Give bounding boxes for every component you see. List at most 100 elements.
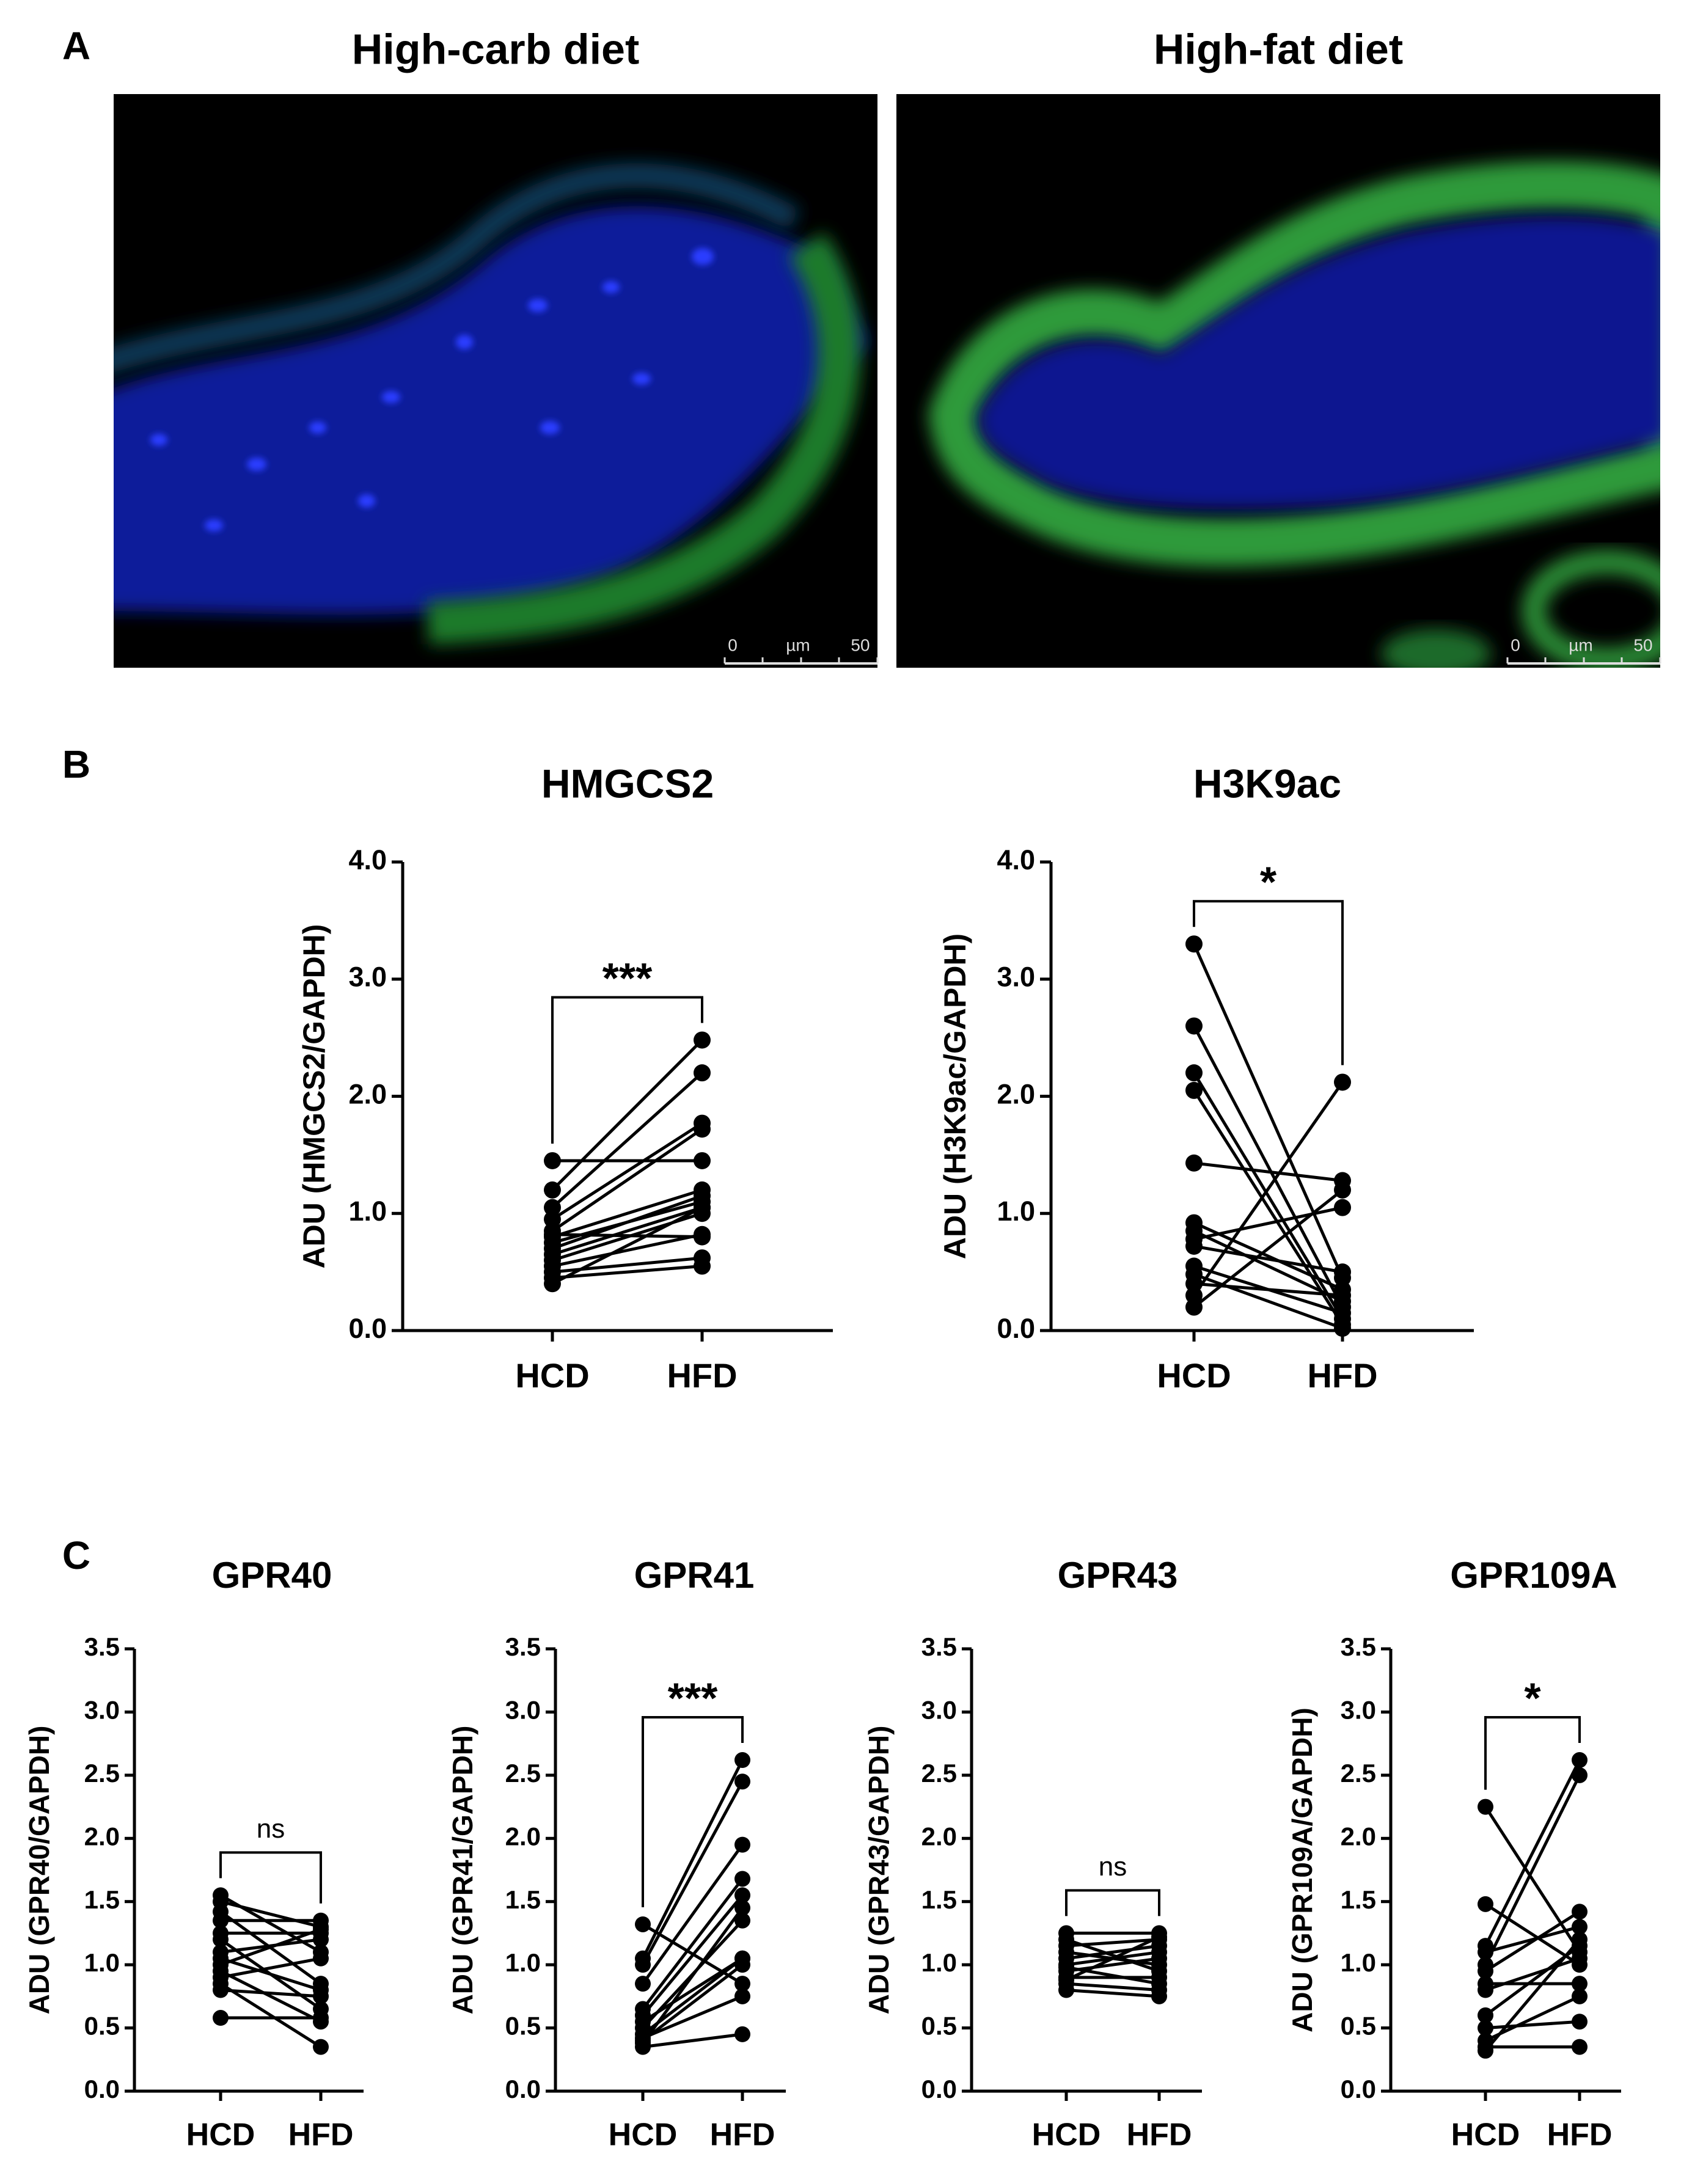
y-axis-label: ADU (GPR109A/GAPDH) (1286, 1707, 1318, 2032)
significance-bracket (1065, 1889, 1160, 1916)
chart-title: H3K9ac (1193, 761, 1341, 806)
significance-label: * (1524, 1675, 1541, 1722)
data-point (1478, 2042, 1493, 2059)
y-tick-label: 1.5 (921, 1885, 957, 1914)
data-point (734, 1752, 750, 1769)
data-point (213, 2010, 229, 2026)
y-tick-label: 0.5 (1341, 2012, 1376, 2040)
data-point (635, 2032, 651, 2049)
pair-line (1192, 1081, 1344, 1296)
data-point (1572, 2039, 1588, 2055)
data-point (1478, 1896, 1493, 1912)
y-tick-label: 3.0 (1341, 1696, 1376, 1725)
data-point (694, 1120, 711, 1138)
y-tick-label: 3.0 (997, 962, 1035, 993)
pair-line (1193, 1188, 1344, 1309)
y-axis-label: ADU (GPR43/GAPDH) (863, 1726, 895, 2015)
x-tick-label: HFD (1307, 1356, 1377, 1395)
pair-line (1066, 1989, 1160, 1998)
y-tick-label: 4.0 (348, 844, 387, 875)
data-point (734, 1900, 750, 1916)
y-tick-label: 0.5 (921, 2012, 957, 2040)
data-point (1334, 1073, 1351, 1091)
pair-line (1484, 1910, 1581, 1973)
pair-line (551, 1039, 703, 1191)
pair-line (220, 1989, 321, 1998)
chart-title: HMGCS2 (541, 761, 714, 806)
data-point (734, 1887, 750, 1904)
data-point (635, 1916, 651, 1932)
data-point (1572, 1904, 1588, 1920)
y-tick-label: 2.0 (505, 1822, 541, 1850)
data-point (694, 1257, 711, 1275)
data-point (313, 2039, 329, 2055)
pair-line (219, 1970, 322, 2023)
data-point (213, 1982, 229, 1998)
y-tick-label: 1.5 (505, 1885, 541, 1914)
pair-line (1485, 1925, 1580, 1954)
data-point (1185, 1064, 1203, 1082)
y-tick-label: 0.0 (348, 1313, 387, 1344)
significance-label: ns (257, 1814, 285, 1844)
y-tick-label: 2.5 (84, 1759, 120, 1788)
significance-bracket (642, 1716, 744, 1907)
y-axis-label: ADU (HMGCS2/GAPDH) (297, 924, 331, 1269)
y-tick-label: 0.0 (1341, 2075, 1376, 2103)
panel-label: B (62, 742, 90, 786)
data-point (1151, 1929, 1167, 1945)
pair-line (1193, 1244, 1343, 1274)
pair-line (642, 1995, 743, 2040)
pair-line (1193, 1229, 1344, 1303)
y-tick-label: 3.0 (348, 962, 387, 993)
data-point (734, 2026, 750, 2042)
pair-line (641, 1759, 744, 1959)
data-point (1572, 2014, 1588, 2030)
data-point (1185, 1081, 1203, 1099)
x-tick-label: HCD (515, 1356, 589, 1395)
x-tick-label: HCD (1032, 2117, 1101, 2153)
data-point (544, 1181, 561, 1199)
data-point (694, 1228, 711, 1246)
x-tick-label: HFD (667, 1356, 737, 1395)
y-tick-label: 1.0 (997, 1196, 1035, 1227)
pair-line (641, 1844, 744, 1985)
pair-line (1193, 1206, 1343, 1241)
y-tick-label: 0.5 (84, 2012, 120, 2040)
pair-line (641, 1781, 744, 1966)
pair-line (551, 1072, 703, 1209)
pair-line (551, 1206, 703, 1285)
panel-label: C (62, 1533, 90, 1577)
y-axis-label: ADU (H3K9ac/GAPDH) (938, 933, 972, 1259)
y-tick-label: 1.0 (348, 1196, 387, 1227)
pair-line (551, 1128, 703, 1233)
pair-line (1193, 1282, 1343, 1297)
y-tick-label: 1.0 (921, 1948, 957, 1977)
data-point (544, 1199, 561, 1216)
data-point (1478, 1799, 1493, 1815)
y-axis-label: ADU (GPR40/GAPDH) (23, 1726, 55, 2015)
data-point (1572, 1931, 1588, 1948)
data-point (1334, 1199, 1351, 1216)
data-point (635, 1957, 651, 1973)
y-tick-label: 2.5 (921, 1759, 957, 1788)
data-point (1572, 1767, 1588, 1783)
significance-label: ns (1099, 1852, 1127, 1882)
y-tick-label: 1.5 (1341, 1885, 1376, 1914)
y-tick-label: 2.5 (1341, 1759, 1376, 1788)
data-point (213, 1931, 229, 1948)
scale-bar-label: 0 (1511, 635, 1520, 654)
y-tick-label: 2.0 (1341, 1822, 1376, 1850)
data-point (694, 1187, 711, 1205)
pair-line (642, 1963, 744, 2042)
data-point (313, 2010, 329, 2026)
pair-line (1484, 1938, 1581, 2052)
scale-bar-label: 50 (1633, 635, 1652, 654)
data-point (734, 1957, 750, 1973)
data-point (1151, 1950, 1167, 1967)
data-point (544, 1210, 561, 1228)
image-title: High-carb diet (352, 25, 640, 73)
data-point (635, 1976, 651, 1992)
data-point (1478, 1982, 1493, 1998)
pair-line (220, 1927, 321, 1967)
